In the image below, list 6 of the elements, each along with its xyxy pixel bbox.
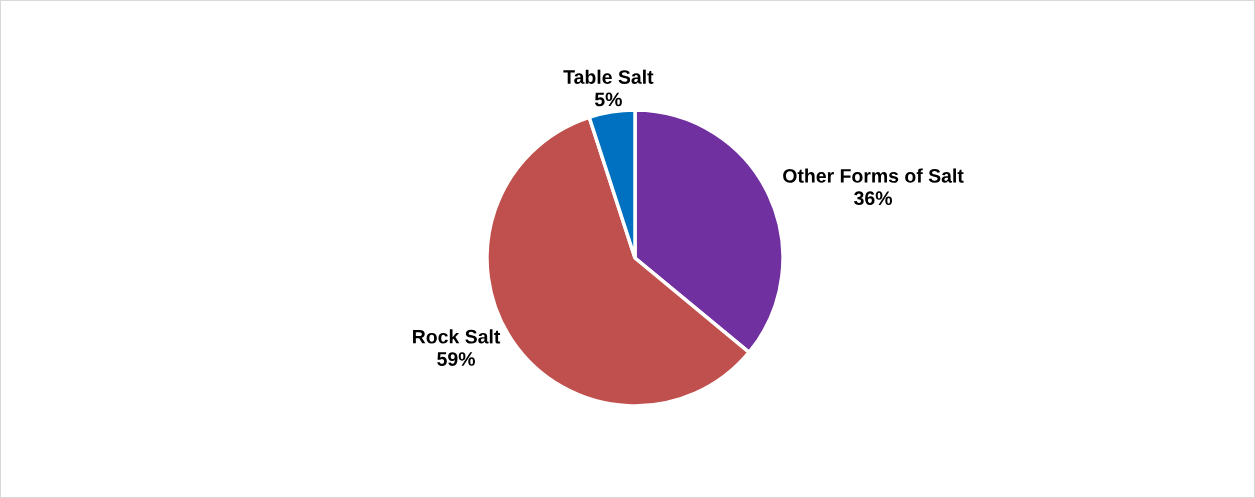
slice-label: Other Forms of Salt	[783, 168, 964, 183]
slice-label: Rock Salt	[413, 329, 501, 344]
data-label: 36%	[854, 191, 892, 206]
data-label: 5%	[594, 92, 622, 107]
data-label: 59%	[437, 352, 475, 366]
slice-label: Table Salt	[563, 69, 654, 84]
